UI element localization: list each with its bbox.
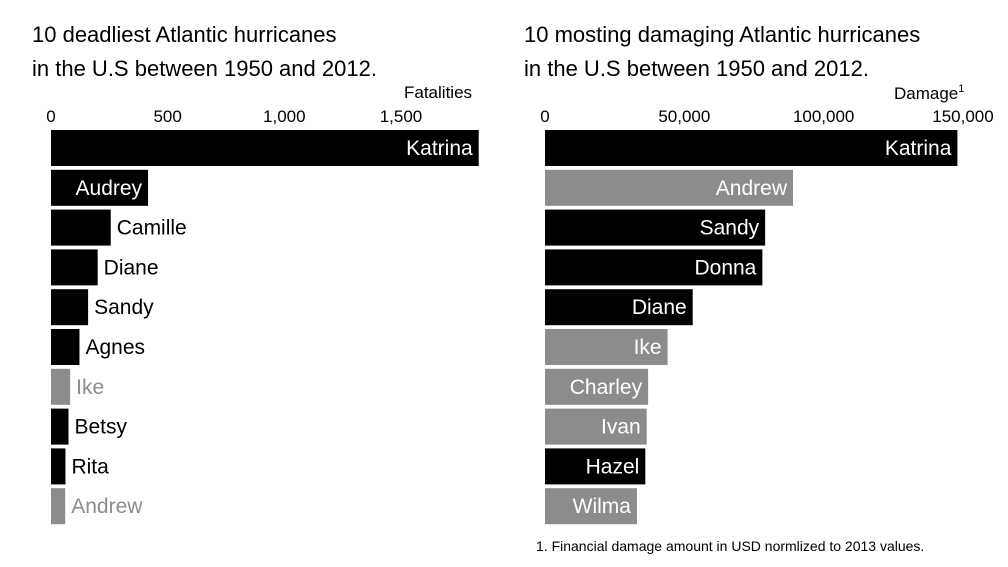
fatalities-bar-label: Andrew: [71, 495, 143, 518]
fatalities-chart-title: 10 deadliest Atlantic hurricanes in the …: [32, 18, 377, 86]
fatalities-bar: [51, 209, 111, 246]
damage-bar-label: Donna: [694, 256, 756, 279]
damage-tick-label: 50,000: [658, 107, 710, 126]
damage-bar: [545, 488, 637, 525]
damage-bar: [545, 448, 646, 485]
fatalities-bar-label: Sandy: [94, 296, 154, 319]
damage-bar-label: Hazel: [586, 455, 640, 478]
fatalities-chart-title-line1: 10 deadliest Atlantic hurricanes: [32, 22, 337, 47]
damage-bar-label: Ike: [634, 336, 662, 359]
fatalities-bar: [51, 169, 149, 206]
fatalities-bar: [51, 408, 69, 445]
fatalities-bar: [51, 289, 89, 326]
fatalities-bar: [51, 130, 479, 166]
fatalities-bar-label: Ike: [76, 376, 104, 399]
fatalities-axis-label: Fatalities: [404, 83, 472, 103]
damage-bar-label: Diane: [632, 296, 687, 319]
damage-bar: [545, 408, 647, 445]
damage-bar: [545, 169, 794, 206]
damage-bar-label: Andrew: [716, 177, 788, 200]
damage-bar-label: Wilma: [573, 495, 632, 518]
fatalities-bar: [51, 368, 71, 405]
fatalities-tick-label: 1,500: [380, 107, 423, 126]
fatalities-bar: [51, 329, 80, 365]
fatalities-bar-label: Camille: [117, 217, 187, 240]
fatalities-bar-label: Katrina: [406, 137, 473, 160]
fatalities-chart-title-line2: in the U.S between 1950 and 2012.: [32, 56, 377, 81]
damage-bar-label: Ivan: [601, 416, 641, 439]
damage-axis-label-text: Damage: [894, 84, 959, 103]
damage-bar-chart: 0 50,000 100,000 150,000 Katrina Andrew Sandy D…: [540, 107, 994, 525]
fatalities-tick-label: 0: [46, 107, 55, 126]
fatalities-axis-label-text: Fatalities: [404, 83, 473, 102]
fatalities-chart-panel: 10 deadliest Atlantic hurricanes in the …: [32, 18, 479, 525]
damage-bar-label: Sandy: [700, 217, 760, 240]
fatalities-bar-label: Betsy: [75, 416, 128, 439]
fatalities-bar-label: Diane: [104, 256, 159, 279]
damage-tick-label: 0: [540, 107, 549, 126]
fatalities-bar-label: Agnes: [85, 336, 145, 359]
fatalities-bar-label: Audrey: [76, 177, 143, 200]
damage-bar: [545, 130, 958, 166]
fatalities-tick-label: 500: [153, 107, 181, 126]
damage-chart-title-line2: in the U.S between 1950 and 2012.: [524, 56, 869, 81]
footnote: 1. Financial damage amount in USD normli…: [536, 538, 925, 554]
damage-bar: [545, 329, 668, 365]
damage-bar-label: Katrina: [885, 137, 952, 160]
fatalities-bar-label: Rita: [71, 455, 109, 478]
damage-chart-title-line1: 10 mosting damaging Atlantic hurricanes: [524, 22, 921, 47]
damage-axis-label: Damage1: [894, 83, 964, 104]
damage-tick-label: 100,000: [793, 107, 854, 126]
damage-bar: [545, 249, 763, 286]
damage-footnote-mark: 1: [958, 83, 965, 95]
fatalities-tick-label: 1,000: [263, 107, 306, 126]
fatalities-bar: [51, 488, 66, 525]
damage-tick-label: 150,000: [932, 107, 993, 126]
damage-bar: [545, 368, 649, 405]
damage-bar: [545, 209, 766, 246]
fatalities-bar-chart: 0 500 1,000 1,500 Katrina Audrey Camille Diane S…: [46, 107, 479, 525]
fatalities-bar: [51, 249, 98, 286]
fatalities-bar: [51, 448, 66, 485]
damage-chart-title: 10 mosting damaging Atlantic hurricanes …: [524, 18, 920, 86]
damage-chart-panel: 10 mosting damaging Atlantic hurricanes …: [504, 0, 1008, 567]
damage-bar: [545, 289, 693, 326]
damage-bar-label: Charley: [570, 376, 643, 399]
